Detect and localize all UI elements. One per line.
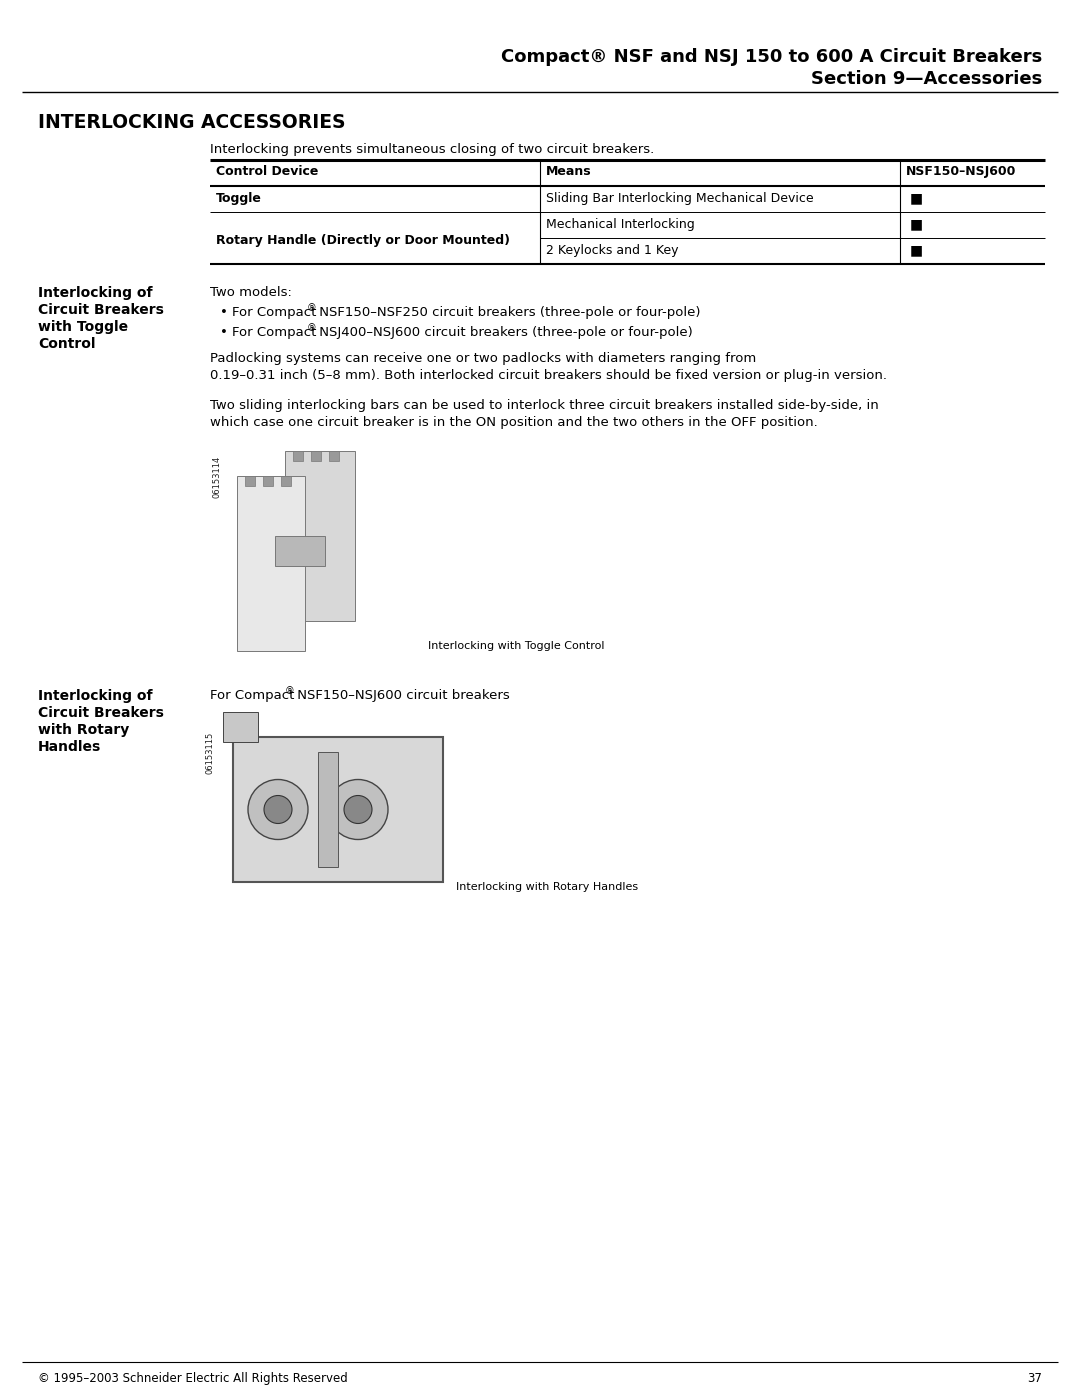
Text: Padlocking systems can receive one or two padlocks with diameters ranging from: Padlocking systems can receive one or tw… xyxy=(210,352,756,365)
Text: 0.19–0.31 inch (5–8 mm). Both interlocked circuit breakers should be fixed versi: 0.19–0.31 inch (5–8 mm). Both interlocke… xyxy=(210,369,887,381)
Text: Interlocking of: Interlocking of xyxy=(38,286,152,300)
Text: Circuit Breakers: Circuit Breakers xyxy=(38,303,164,317)
Text: with Rotary: with Rotary xyxy=(38,724,130,738)
Text: © 1995–2003 Schneider Electric All Rights Reserved: © 1995–2003 Schneider Electric All Right… xyxy=(38,1372,348,1384)
Text: Circuit Breakers: Circuit Breakers xyxy=(38,705,164,719)
Text: For Compact: For Compact xyxy=(232,326,316,339)
Circle shape xyxy=(248,780,308,840)
Text: ®: ® xyxy=(285,686,295,696)
Text: Rotary Handle (Directly or Door Mounted): Rotary Handle (Directly or Door Mounted) xyxy=(216,235,510,247)
Text: Interlocking with Rotary Handles: Interlocking with Rotary Handles xyxy=(456,882,638,893)
Text: INTERLOCKING ACCESSORIES: INTERLOCKING ACCESSORIES xyxy=(38,113,346,131)
Polygon shape xyxy=(275,536,325,566)
Bar xyxy=(318,752,338,868)
Text: Two models:: Two models: xyxy=(210,286,292,299)
Bar xyxy=(233,738,443,882)
Circle shape xyxy=(328,780,388,840)
Polygon shape xyxy=(285,451,355,622)
Circle shape xyxy=(264,795,292,823)
Text: Sliding Bar Interlocking Mechanical Device: Sliding Bar Interlocking Mechanical Devi… xyxy=(546,191,813,205)
Text: Toggle: Toggle xyxy=(216,191,261,205)
Bar xyxy=(281,476,291,486)
Bar xyxy=(225,441,420,661)
Bar xyxy=(329,451,339,461)
Text: 2 Keylocks and 1 Key: 2 Keylocks and 1 Key xyxy=(546,244,678,257)
Text: Control Device: Control Device xyxy=(216,165,319,177)
Text: For Compact: For Compact xyxy=(210,689,295,703)
Text: •: • xyxy=(220,326,228,339)
Text: ®: ® xyxy=(307,323,316,332)
Text: Compact® NSF and NSJ 150 to 600 A Circuit Breakers: Compact® NSF and NSJ 150 to 600 A Circui… xyxy=(501,47,1042,66)
Bar xyxy=(311,451,321,461)
Text: with Toggle: with Toggle xyxy=(38,320,129,334)
Text: NSF150–NSF250 circuit breakers (three-pole or four-pole): NSF150–NSF250 circuit breakers (three-po… xyxy=(315,306,701,319)
Text: For Compact: For Compact xyxy=(232,306,316,319)
Text: NSF150–NSJ600: NSF150–NSJ600 xyxy=(906,165,1016,177)
Text: Handles: Handles xyxy=(38,740,102,754)
Text: ■: ■ xyxy=(910,217,923,231)
Circle shape xyxy=(345,795,372,823)
Bar xyxy=(264,476,273,486)
Text: NSJ400–NSJ600 circuit breakers (three-pole or four-pole): NSJ400–NSJ600 circuit breakers (three-po… xyxy=(315,326,692,339)
Text: Control: Control xyxy=(38,337,95,351)
Text: Means: Means xyxy=(546,165,592,177)
Text: 06153114: 06153114 xyxy=(213,455,221,499)
Bar xyxy=(218,717,448,902)
Text: ®: ® xyxy=(307,303,316,313)
Polygon shape xyxy=(237,476,305,651)
Text: which case one circuit breaker is in the ON position and the two others in the O: which case one circuit breaker is in the… xyxy=(210,416,818,429)
Bar xyxy=(293,451,303,461)
Text: 06153115: 06153115 xyxy=(205,732,215,774)
Text: Interlocking with Toggle Control: Interlocking with Toggle Control xyxy=(428,641,605,651)
Text: NSF150–NSJ600 circuit breakers: NSF150–NSJ600 circuit breakers xyxy=(293,689,510,703)
Text: Mechanical Interlocking: Mechanical Interlocking xyxy=(546,218,694,231)
Text: •: • xyxy=(220,306,228,319)
Text: ■: ■ xyxy=(910,243,923,257)
Text: 37: 37 xyxy=(1027,1372,1042,1384)
Text: Section 9—Accessories: Section 9—Accessories xyxy=(811,70,1042,88)
Text: ■: ■ xyxy=(910,191,923,205)
Text: Interlocking of: Interlocking of xyxy=(38,689,152,703)
Text: Two sliding interlocking bars can be used to interlock three circuit breakers in: Two sliding interlocking bars can be use… xyxy=(210,400,879,412)
Bar xyxy=(245,476,255,486)
Bar xyxy=(222,712,258,742)
Text: Interlocking prevents simultaneous closing of two circuit breakers.: Interlocking prevents simultaneous closi… xyxy=(210,142,654,156)
